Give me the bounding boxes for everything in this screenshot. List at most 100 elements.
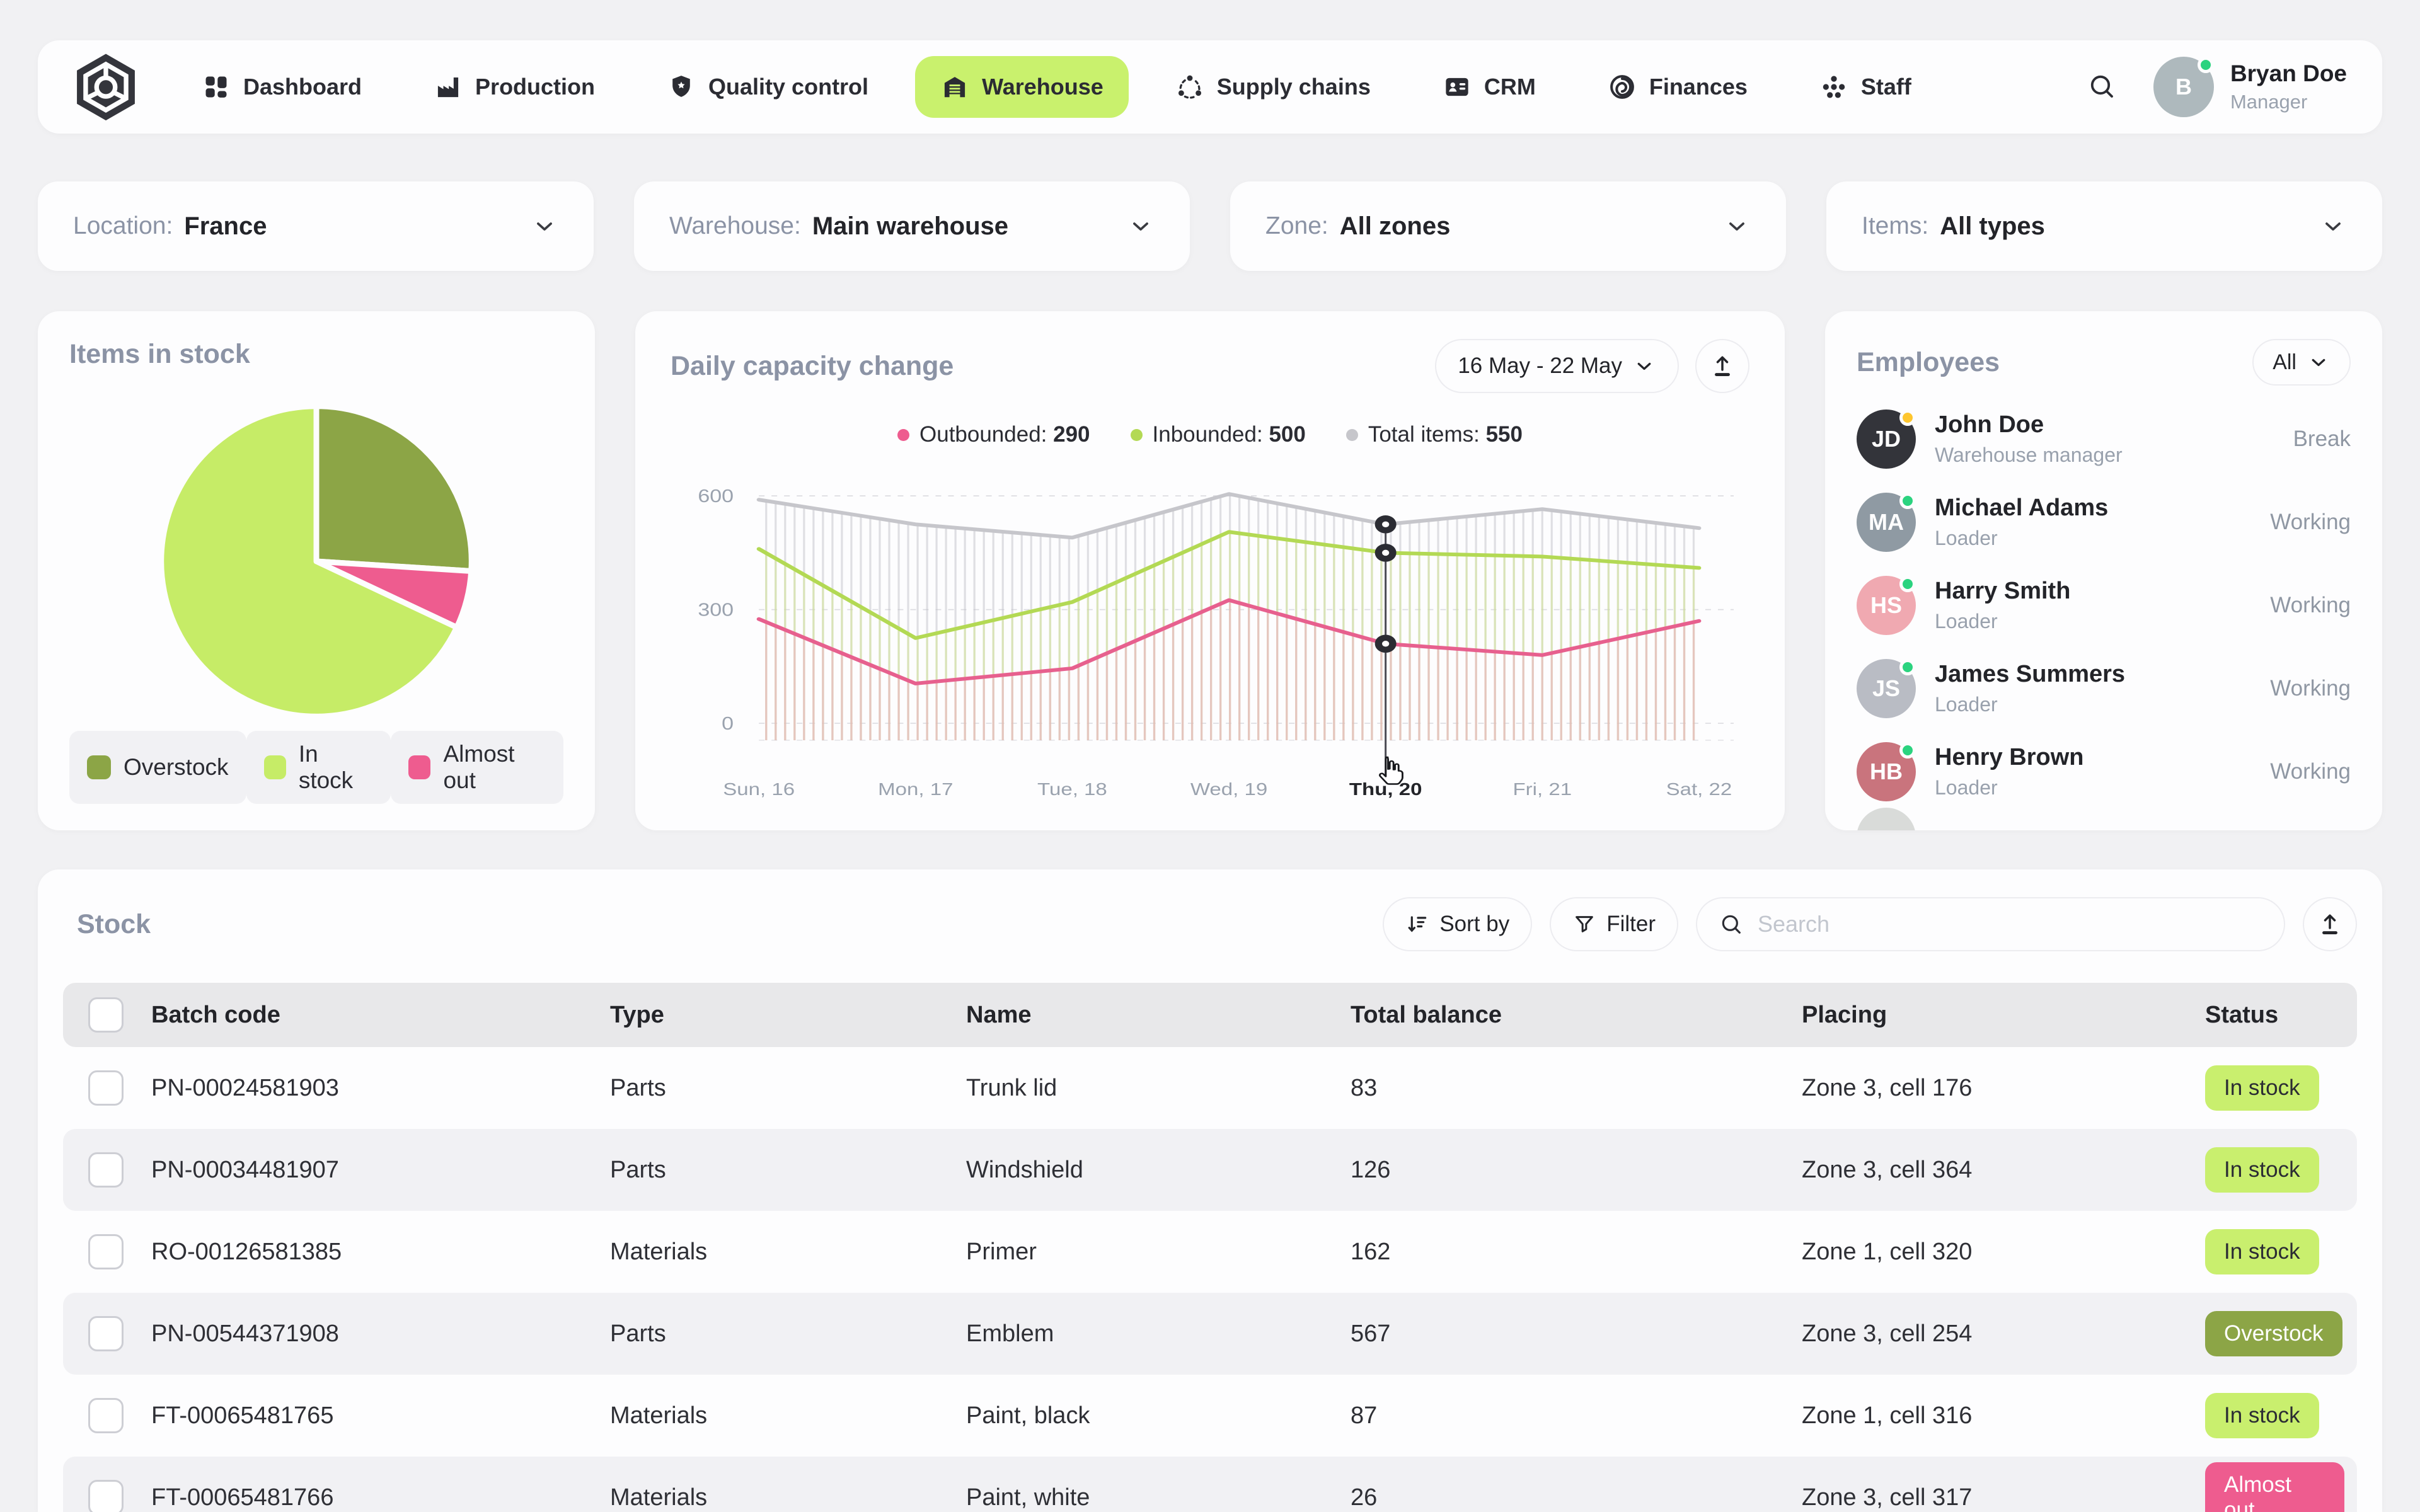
row-checkbox[interactable] <box>88 1234 124 1269</box>
cell-total-balance: 126 <box>1351 1156 1391 1183</box>
employee-status-dot <box>1899 659 1916 675</box>
legend-label: Total items: 550 <box>1368 422 1523 447</box>
filter-zone[interactable]: Zone: All zones <box>1230 181 1786 271</box>
nav-item-staff[interactable]: Staff <box>1794 56 1937 118</box>
line-outbounded <box>756 598 1702 685</box>
user-menu[interactable]: B Bryan Doe Manager <box>2153 57 2347 117</box>
sort-icon <box>1408 916 1427 932</box>
cell-name: Primer <box>966 1238 1037 1265</box>
table-row[interactable]: PN-00034481907 Parts Windshield 126 Zone 3, … <box>63 1129 2357 1211</box>
employee-info: John Doe Warehouse manager <box>1935 411 2123 467</box>
cell-status: In stock <box>2205 1393 2344 1438</box>
capacity-line-chart[interactable]: 600 300 0 Sun, 16 Mon, 17 Tue, 18 Wed, 19 Thu, … <box>671 454 1749 803</box>
employees-filter-select[interactable]: All <box>2252 339 2351 386</box>
selected-marker-center <box>1382 521 1390 527</box>
filter-items[interactable]: Items: All types <box>1826 181 2382 271</box>
row-checkbox[interactable] <box>88 1480 124 1512</box>
row-checkbox[interactable] <box>88 1152 124 1188</box>
cell-type: Materials <box>610 1402 708 1429</box>
status-badge: Overstock <box>2205 1311 2342 1356</box>
nav-item-supply-chains[interactable]: Supply chains <box>1150 56 1396 118</box>
app-logo-icon[interactable] <box>73 52 139 122</box>
filter-warehouse[interactable]: Warehouse: Main warehouse <box>634 181 1190 271</box>
capacity-legend-inbounded: Inbounded: 500 <box>1130 422 1306 447</box>
search-input[interactable] <box>1758 911 2262 937</box>
export-chart-button[interactable] <box>1695 339 1749 393</box>
legend-label: Outbounded: 290 <box>919 422 1090 447</box>
cell-type: Materials <box>610 1238 708 1265</box>
filter-button[interactable]: Filter <box>1550 897 1678 951</box>
filter-location[interactable]: Location: France <box>38 181 594 271</box>
search-field[interactable] <box>1696 897 2285 951</box>
employee-status-dot <box>1899 742 1916 759</box>
pie-legend: Overstock In stock Almost out <box>69 731 563 804</box>
column-header-status[interactable]: Status <box>2205 1001 2279 1028</box>
avatar: HB <box>1857 742 1916 801</box>
nav-item-label: Dashboard <box>243 74 362 100</box>
employee-row[interactable]: HB Henry Brown Loader Working <box>1857 742 2351 801</box>
export-table-button[interactable] <box>2303 897 2357 951</box>
table-header-row: Batch code Type Name Total balance Placing St… <box>63 983 2357 1047</box>
x-axis-label: Fri, 21 <box>1512 780 1572 799</box>
cell-total-balance: 26 <box>1351 1484 1378 1511</box>
table-row[interactable]: PN-00544371908 Parts Emblem 567 Zone 3, cell… <box>63 1293 2357 1375</box>
employee-row[interactable]: JD John Doe Warehouse manager Break <box>1857 410 2351 469</box>
nav-item-quality-control[interactable]: Quality control <box>642 56 894 118</box>
column-header-total-balance[interactable]: Total balance <box>1351 1001 1502 1028</box>
cell-name: Windshield <box>966 1156 1083 1183</box>
nav-item-dashboard[interactable]: Dashboard <box>176 56 387 118</box>
sort-label: Sort by <box>1439 912 1510 936</box>
date-range-select[interactable]: 16 May - 22 May <box>1435 339 1679 393</box>
staff-icon <box>1823 76 1845 98</box>
table-row[interactable]: RO-00126581385 Materials Primer 162 Zone 1, … <box>63 1211 2357 1293</box>
table-row[interactable]: FT-00065481766 Materials Paint, white 26 Zon… <box>63 1457 2357 1512</box>
column-header-name[interactable]: Name <box>966 1001 1032 1028</box>
column-header-placing[interactable]: Placing <box>1802 1001 1887 1028</box>
cell-batch-code: PN-00024581903 <box>151 1074 339 1101</box>
cell-total-balance: 83 <box>1351 1074 1378 1101</box>
table-row[interactable]: PN-00024581903 Parts Trunk lid 83 Zone 3, ce… <box>63 1047 2357 1129</box>
table-body: PN-00024581903 Parts Trunk lid 83 Zone 3, ce… <box>63 1047 2357 1512</box>
employee-row[interactable]: MA Michael Adams Loader Working <box>1857 493 2351 552</box>
sort-button[interactable]: Sort by <box>1383 897 1533 951</box>
x-axis-label: Tue, 18 <box>1037 780 1107 799</box>
select-all-checkbox[interactable] <box>88 997 124 1033</box>
items-in-stock-title: Items in stock <box>69 339 250 369</box>
nav-item-crm[interactable]: CRM <box>1417 56 1561 118</box>
nav-item-finances[interactable]: Finances <box>1582 56 1773 118</box>
cell-batch-code: FT-00065481765 <box>151 1402 334 1429</box>
filter-value: Main warehouse <box>812 212 1009 240</box>
avatar-initials: JD <box>1871 426 1901 452</box>
stock-controls: Sort by Filter <box>1383 897 2357 951</box>
selected-marker-center <box>1382 641 1390 647</box>
row-checkbox[interactable] <box>88 1070 124 1106</box>
line-inbounded <box>756 530 1702 640</box>
export-icon <box>1715 356 1730 376</box>
employee-row[interactable]: HS Harry Smith Loader Working <box>1857 576 2351 635</box>
status-badge: In stock <box>2205 1229 2319 1274</box>
employee-name: Michael Adams <box>1935 495 2109 521</box>
main-nav: Dashboard Production Quality control Wareho… <box>176 56 1937 118</box>
employee-row[interactable]: JS James Summers Loader Working <box>1857 659 2351 718</box>
search-icon[interactable] <box>2085 71 2118 103</box>
row-checkbox[interactable] <box>88 1398 124 1433</box>
filter-label: Zone: <box>1265 212 1328 239</box>
x-axis-label: Sun, 16 <box>723 780 795 799</box>
nav-item-warehouse[interactable]: Warehouse <box>915 56 1129 118</box>
legend-swatch <box>87 755 111 779</box>
nav-item-label: Staff <box>1860 74 1911 100</box>
nav-item-label: Production <box>475 74 596 100</box>
dashboard-icon <box>205 76 227 98</box>
employee-status: Break <box>2293 427 2351 451</box>
cursor-hand-icon <box>1379 756 1403 785</box>
row-checkbox[interactable] <box>88 1316 124 1351</box>
legend-label: Overstock <box>124 754 229 780</box>
daily-capacity-title: Daily capacity change <box>671 350 954 381</box>
employee-status-dot <box>1899 576 1916 592</box>
column-header-batch-code[interactable]: Batch code <box>151 1001 280 1028</box>
chevron-down-icon <box>537 222 552 231</box>
nav-item-production[interactable]: Production <box>408 56 620 118</box>
column-header-type[interactable]: Type <box>610 1001 664 1028</box>
table-row[interactable]: FT-00065481765 Materials Paint, black 87 Zon… <box>63 1375 2357 1457</box>
cell-type: Materials <box>610 1484 708 1511</box>
